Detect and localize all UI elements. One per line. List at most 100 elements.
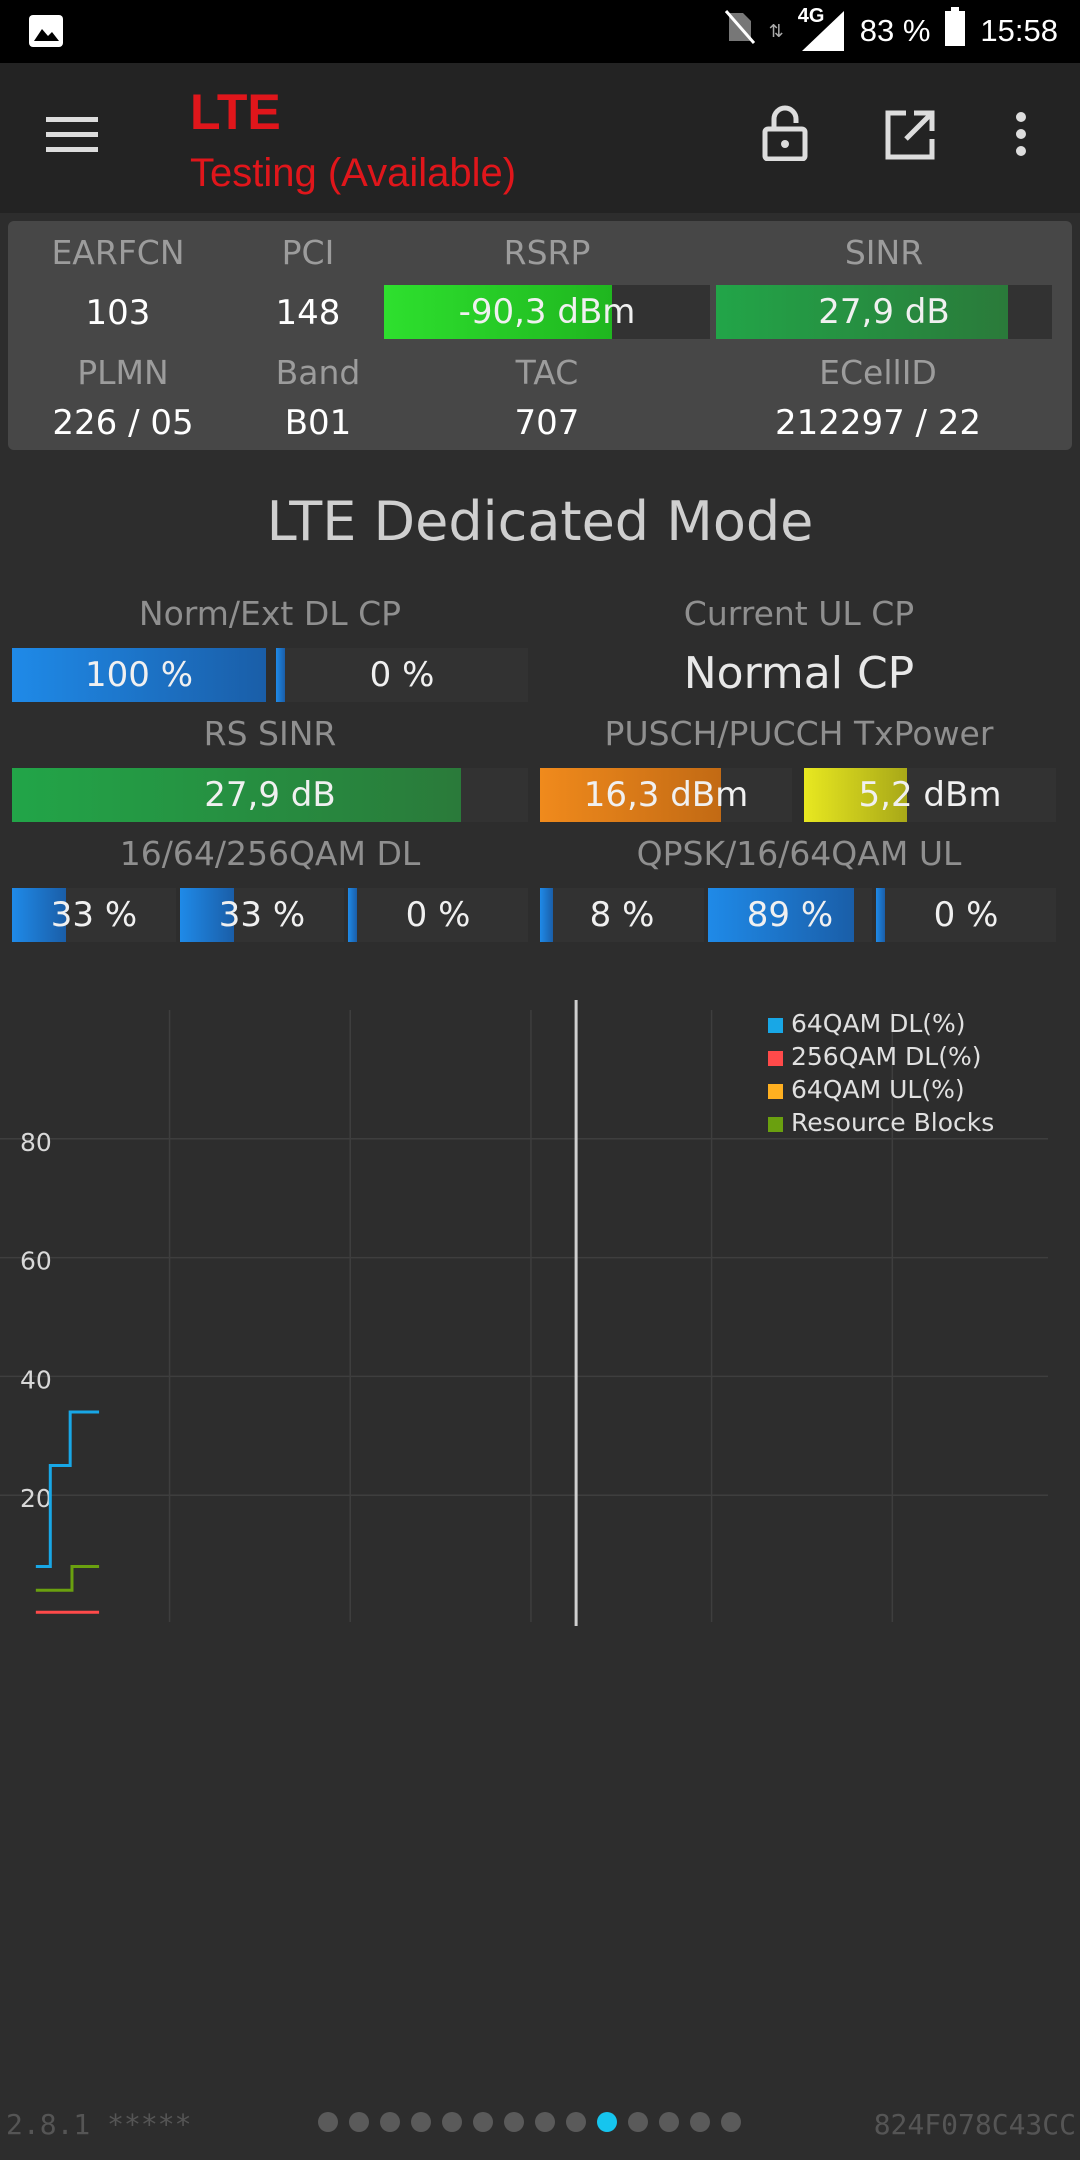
lock-icon[interactable] (762, 105, 808, 165)
page-dot[interactable] (721, 2112, 741, 2132)
legend-swatch (768, 1084, 783, 1099)
qam64-ul-fill (876, 888, 885, 942)
qam16-dl-bar: 33 % (12, 888, 176, 942)
qam64-ul-bar: 0 % (876, 888, 1056, 942)
qam64-ul-value: 0 % (933, 895, 999, 935)
gallery-notification-icon (28, 14, 64, 52)
menu-icon[interactable] (46, 115, 98, 159)
pusch-txpower-bar: 16,3 dBm (540, 768, 792, 822)
band-label: Band (275, 353, 361, 392)
page-dot[interactable] (380, 2112, 400, 2132)
battery-percent: 83 % (859, 13, 931, 48)
page-dot[interactable] (473, 2112, 493, 2132)
page-dot[interactable] (628, 2112, 648, 2132)
signal-icon: 4G (798, 5, 846, 53)
y-tick-label: 40 (20, 1365, 52, 1394)
modulation-history-chart: 10 20 30 40 50 20 40 60 80 64QAM DL(%) 256QAM DL(… (0, 1000, 1048, 1630)
band-value: B01 (284, 403, 352, 443)
cp-dl-normal-fill (12, 648, 266, 702)
qam16-dl-value: 33 % (50, 895, 138, 935)
qpsk-ul-fill (540, 888, 554, 942)
qam256-dl-value: 0 % (405, 895, 471, 935)
sinr-bar: 27,9 dB (716, 285, 1052, 339)
ul-cp-label: Current UL CP (683, 594, 915, 633)
y-tick-label: 20 (20, 1484, 52, 1513)
rsrp-value: -90,3 dBm (458, 292, 636, 332)
device-id: 824F078C43CC (873, 2108, 1076, 2141)
page-dot[interactable] (411, 2112, 431, 2132)
series-line (35, 1564, 100, 1592)
cp-dl-extended-bar: 0 % (276, 648, 528, 702)
page-dot[interactable] (659, 2112, 679, 2132)
page-dot[interactable] (504, 2112, 524, 2132)
page-dot[interactable] (690, 2112, 710, 2132)
chart-series (35, 1410, 100, 1614)
network-type-label: 4G (797, 5, 825, 27)
page-title: LTE (190, 84, 281, 140)
earfcn-label: EARFCN (51, 233, 185, 272)
rsrp-label: RSRP (503, 233, 591, 272)
page-indicator[interactable] (318, 2112, 741, 2132)
tac-label: TAC (515, 353, 579, 392)
chart-legend: 64QAM DL(%) 256QAM DL(%) 64QAM UL(%) Resour… (768, 1009, 994, 1137)
y-tick-label: 60 (20, 1247, 52, 1276)
section-heading: LTE Dedicated Mode (266, 490, 814, 553)
sinr-label: SINR (844, 233, 924, 272)
page-dot[interactable] (442, 2112, 462, 2132)
page-dot[interactable] (566, 2112, 586, 2132)
cell-info-panel: EARFCN PCI RSRP SINR 103 148 -90,3 dBm 2… (8, 221, 1072, 450)
x-tick-label: 20 (334, 1629, 366, 1630)
rs-sinr-fill (12, 768, 461, 822)
ul-cp-value: Normal CP (683, 648, 915, 699)
app-toolbar: LTE Testing (Available) (0, 63, 1080, 213)
pucch-txpower-value: 5,2 dBm (858, 775, 1002, 815)
qpsk-ul-value: 8 % (589, 895, 655, 935)
pci-value: 148 (275, 293, 341, 333)
qam64-dl-value: 33 % (218, 895, 306, 935)
legend-label: 256QAM DL(%) (791, 1042, 981, 1071)
rsrp-bar: -90,3 dBm (384, 285, 710, 339)
plmn-value: 226 / 05 (52, 403, 194, 443)
page-dot[interactable] (318, 2112, 338, 2132)
qam16-ul-bar: 89 % (708, 888, 872, 942)
qam256-dl-fill (348, 888, 357, 942)
clock: 15:58 (980, 13, 1058, 48)
rs-sinr-value: 27,9 dB (204, 775, 336, 815)
x-tick-label: 10 (154, 1629, 186, 1630)
legend-label: Resource Blocks (791, 1108, 994, 1137)
rs-sinr-label: RS SINR (203, 714, 337, 753)
pusch-txpower-fill (540, 768, 722, 822)
chart-grid (0, 1000, 1048, 1626)
page-dot[interactable] (597, 2112, 617, 2132)
legend-swatch (768, 1018, 783, 1033)
page-dot[interactable] (349, 2112, 369, 2132)
sinr-bar-fill (716, 285, 1009, 339)
qpsk-ul-bar: 8 % (540, 888, 704, 942)
x-tick-label: 40 (696, 1629, 728, 1630)
txpower-label: PUSCH/PUCCH TxPower (604, 714, 994, 753)
legend-label: 64QAM DL(%) (791, 1009, 966, 1038)
cp-dl-extended-value: 0 % (369, 655, 435, 695)
qam64-dl-bar: 33 % (180, 888, 344, 942)
legend-swatch (768, 1051, 783, 1066)
qam256-dl-bar: 0 % (348, 888, 528, 942)
series-line (35, 1410, 100, 1568)
status-bar: ⇅ 4G 83 % 15:58 (0, 0, 1080, 63)
pci-label: PCI (281, 233, 335, 272)
page-dot[interactable] (535, 2112, 555, 2132)
app-version: 2.8.1 ***** (6, 2108, 192, 2141)
cp-dl-normal-value: 100 % (84, 655, 193, 695)
more-options-icon[interactable] (1012, 111, 1030, 161)
tac-value: 707 (514, 403, 580, 443)
page-subtitle: Testing (Available) (190, 151, 517, 195)
data-arrows-icon: ⇅ (768, 20, 784, 41)
y-tick-label: 80 (20, 1128, 52, 1157)
qam64-dl-fill (180, 888, 235, 942)
ecellid-value: 212297 / 22 (774, 403, 982, 443)
legend-swatch (768, 1117, 783, 1132)
cp-dl-extended-fill (276, 648, 285, 702)
cp-dl-label: Norm/Ext DL CP (138, 594, 402, 633)
open-external-icon[interactable] (884, 109, 936, 165)
ecellid-label: ECellID (819, 353, 937, 392)
chart-axis-ticks: 10 20 30 40 50 20 40 60 80 (20, 1128, 908, 1630)
